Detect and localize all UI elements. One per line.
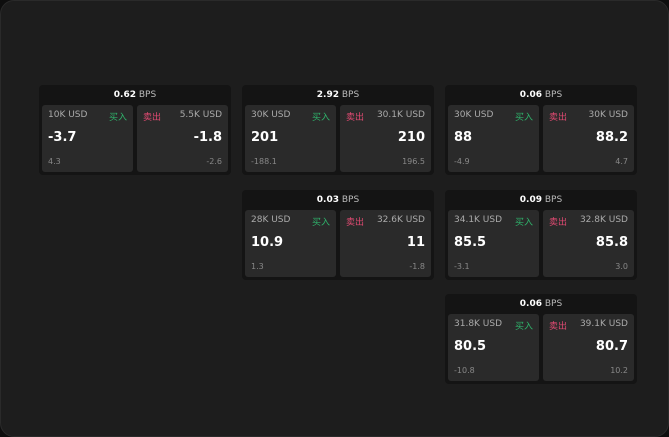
bid-change: -10.8	[454, 366, 475, 375]
spread-unit: BPS	[341, 90, 360, 100]
spread-value: 0.62	[113, 90, 136, 100]
buy-label: 买入	[514, 322, 533, 332]
ask-size: 32.6K USD	[376, 215, 425, 225]
sell-tile[interactable]: 卖出 30K USD 88.2 4.7	[543, 105, 634, 172]
ask-change: 4.7	[615, 157, 628, 166]
bid-price: 201	[251, 130, 279, 145]
bid-size: 34.1K USD	[454, 215, 503, 225]
buy-tile[interactable]: 30K USD 买入 88 -4.9	[448, 105, 539, 172]
sell-tile[interactable]: 卖出 32.8K USD 85.8 3.0	[543, 210, 634, 277]
ask-change: -2.6	[206, 157, 222, 166]
bid-price: 10.9	[251, 235, 284, 250]
sell-tile[interactable]: 卖出 5.5K USD -1.8 -2.6	[137, 105, 228, 172]
bid-price: 88	[454, 130, 473, 145]
buy-label: 买入	[311, 113, 330, 123]
quote-card: 2.92 BPS 30K USD 买入 201 -188.1 卖出 30.1K US…	[242, 85, 434, 175]
buy-tile[interactable]: 31.8K USD 买入 80.5 -10.8	[448, 314, 539, 381]
spread-value: 0.09	[519, 195, 542, 205]
buy-tile[interactable]: 30K USD 买入 201 -188.1	[245, 105, 336, 172]
ask-size: 39.1K USD	[579, 319, 628, 329]
bid-size: 30K USD	[251, 110, 291, 120]
ask-change: 10.2	[610, 366, 628, 375]
sell-tile[interactable]: 卖出 39.1K USD 80.7 10.2	[543, 314, 634, 381]
buy-label: 买入	[108, 113, 127, 123]
spread-unit: BPS	[544, 90, 563, 100]
buy-label: 买入	[514, 218, 533, 228]
spread-header: 0.06 BPS	[448, 294, 634, 314]
bid-price: 80.5	[454, 339, 487, 354]
ask-size: 30.1K USD	[376, 110, 425, 120]
ask-size: 5.5K USD	[179, 110, 222, 120]
spread-value: 0.06	[519, 299, 542, 309]
ask-price: 11	[406, 235, 425, 250]
spread-unit: BPS	[138, 90, 157, 100]
ask-change: 3.0	[615, 262, 628, 271]
bid-size: 30K USD	[454, 110, 494, 120]
sell-label: 卖出	[346, 218, 365, 228]
bid-size: 28K USD	[251, 215, 291, 225]
spread-header: 0.62 BPS	[42, 85, 228, 105]
spread-header: 0.03 BPS	[245, 190, 431, 210]
bid-change: 1.3	[251, 262, 264, 271]
spread-unit: BPS	[544, 299, 563, 309]
quote-card: 0.03 BPS 28K USD 买入 10.9 1.3 卖出 32.6K USD …	[242, 190, 434, 280]
spread-value: 0.06	[519, 90, 542, 100]
ask-price: 80.7	[595, 339, 628, 354]
bid-change: -3.1	[454, 262, 470, 271]
buy-label: 买入	[514, 113, 533, 123]
spread-header: 2.92 BPS	[245, 85, 431, 105]
sell-label: 卖出	[549, 322, 568, 332]
quote-card: 0.62 BPS 10K USD 买入 -3.7 4.3 卖出 5.5K USD -…	[39, 85, 231, 175]
buy-tile[interactable]: 10K USD 买入 -3.7 4.3	[42, 105, 133, 172]
buy-label: 买入	[311, 218, 330, 228]
bid-change: -4.9	[454, 157, 470, 166]
bid-size: 31.8K USD	[454, 319, 503, 329]
sell-label: 卖出	[346, 113, 365, 123]
ask-change: 196.5	[402, 157, 425, 166]
spread-value: 2.92	[316, 90, 339, 100]
bid-change: 4.3	[48, 157, 61, 166]
spread-unit: BPS	[544, 195, 563, 205]
ask-size: 32.8K USD	[579, 215, 628, 225]
sell-tile[interactable]: 卖出 30.1K USD 210 196.5	[340, 105, 431, 172]
sell-tile[interactable]: 卖出 32.6K USD 11 -1.8	[340, 210, 431, 277]
ask-price: 85.8	[595, 235, 628, 250]
quote-card: 0.06 BPS 31.8K USD 买入 80.5 -10.8 卖出 39.1K …	[445, 294, 637, 384]
spread-unit: BPS	[341, 195, 360, 205]
buy-tile[interactable]: 28K USD 买入 10.9 1.3	[245, 210, 336, 277]
sell-label: 卖出	[549, 218, 568, 228]
ask-price: 210	[397, 130, 425, 145]
ask-change: -1.8	[409, 262, 425, 271]
sell-label: 卖出	[143, 113, 162, 123]
bid-size: 10K USD	[48, 110, 88, 120]
buy-tile[interactable]: 34.1K USD 买入 85.5 -3.1	[448, 210, 539, 277]
quote-card: 0.06 BPS 30K USD 买入 88 -4.9 卖出 30K USD 88.…	[445, 85, 637, 175]
spread-value: 0.03	[316, 195, 339, 205]
quote-card: 0.09 BPS 34.1K USD 买入 85.5 -3.1 卖出 32.8K U…	[445, 190, 637, 280]
bid-change: -188.1	[251, 157, 277, 166]
sell-label: 卖出	[549, 113, 568, 123]
ask-price: -1.8	[193, 130, 222, 145]
ask-size: 30K USD	[588, 110, 628, 120]
ask-price: 88.2	[595, 130, 628, 145]
spread-header: 0.06 BPS	[448, 85, 634, 105]
bid-price: 85.5	[454, 235, 487, 250]
bid-price: -3.7	[48, 130, 77, 145]
spread-header: 0.09 BPS	[448, 190, 634, 210]
